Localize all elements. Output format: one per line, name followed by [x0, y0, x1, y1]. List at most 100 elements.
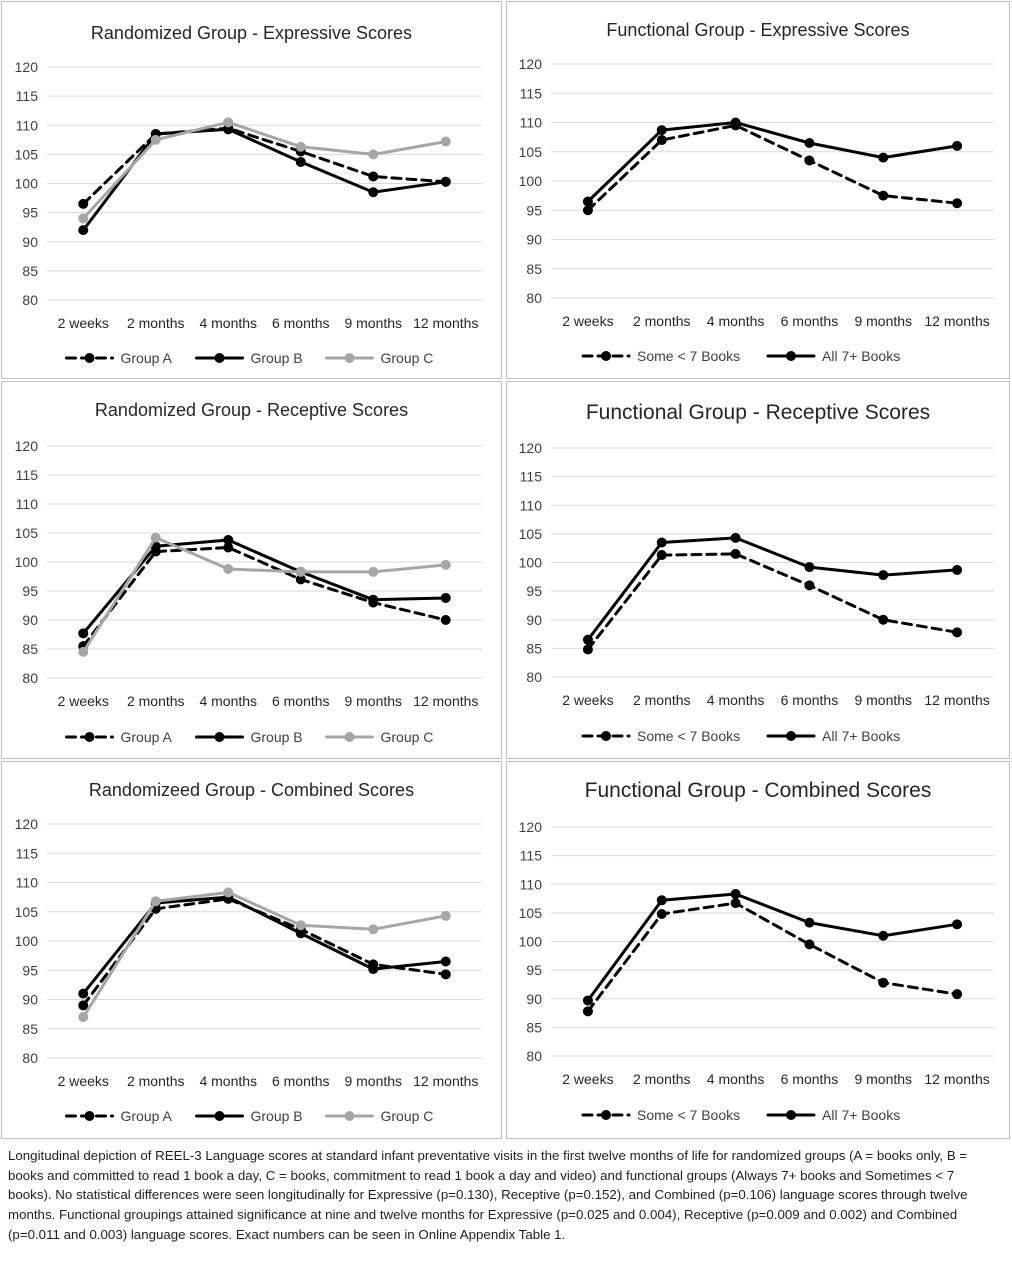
- y-tick-label: 105: [15, 146, 39, 162]
- legend-label: Group A: [121, 1108, 173, 1124]
- data-point-group-a: [440, 615, 451, 625]
- data-point-group-c: [223, 563, 234, 574]
- legend: Some < 7 Books All 7+ Books: [581, 348, 900, 364]
- y-tick-label: 105: [519, 144, 543, 160]
- y-tick-label: 100: [15, 176, 39, 192]
- data-point-some-7-books: [878, 614, 889, 625]
- x-tick-label: 4 months: [199, 1073, 257, 1089]
- y-tick-label: 90: [526, 232, 542, 248]
- y-tick-label: 85: [526, 261, 542, 277]
- x-tick-label: 9 months: [854, 313, 912, 329]
- y-tick-label: 80: [22, 292, 38, 308]
- x-tick-label: 6 months: [781, 692, 839, 708]
- y-tick-label: 80: [526, 669, 542, 685]
- data-point-group-a: [295, 574, 306, 585]
- y-tick-label: 85: [22, 641, 38, 657]
- legend-marker-all-7-books: [786, 1110, 796, 1120]
- legend-label: Group B: [251, 350, 303, 366]
- data-point-some-7-books: [804, 155, 815, 166]
- y-tick-label: 120: [15, 438, 39, 454]
- data-point-some-7-books: [730, 548, 741, 559]
- legend-label: All 7+ Books: [822, 728, 900, 744]
- y-tick-label: 100: [15, 554, 39, 570]
- y-tick-label: 100: [15, 933, 39, 949]
- y-tick-label: 95: [526, 583, 542, 599]
- legend: Group A Group B Group C: [65, 1108, 434, 1124]
- x-tick-label: 2 weeks: [58, 1073, 109, 1089]
- chart-svg: Randomizeed Group - Combined Scores 80 85 9…: [15, 780, 482, 1124]
- data-point-all-7-books: [804, 137, 815, 148]
- x-tick-label: 12 months: [413, 1073, 478, 1089]
- chart-functional-expressive: Functional Group - Expressive Scores 80 85…: [506, 1, 1010, 379]
- legend-marker-group-c: [344, 353, 355, 363]
- x-tick-label: 2 months: [633, 313, 691, 329]
- legend-label: Group B: [251, 729, 303, 745]
- legend-label: Some < 7 Books: [637, 1107, 740, 1123]
- chart-title: Randomized Group - Expressive Scores: [91, 23, 412, 43]
- y-tick-label: 85: [526, 640, 542, 656]
- data-point-all-7-books: [878, 152, 889, 163]
- x-tick-label: 4 months: [707, 692, 765, 708]
- data-point-all-7-books: [952, 140, 963, 151]
- data-point-some-7-books: [730, 898, 741, 909]
- data-point-group-b: [295, 928, 306, 939]
- legend-marker-all-7-books: [786, 731, 796, 741]
- legend-label: Group C: [381, 1108, 434, 1124]
- x-tick-label: 6 months: [781, 313, 839, 329]
- data-point-some-7-books: [582, 644, 593, 655]
- x-tick-label: 2 weeks: [562, 313, 613, 329]
- series-line-group-b: [81, 538, 448, 635]
- data-point-all-7-books: [582, 995, 593, 1006]
- series-line-some-7-books: [586, 552, 959, 651]
- data-point-group-c: [295, 920, 306, 931]
- legend-marker-group-c: [344, 732, 355, 742]
- series-line-group-c: [81, 120, 448, 220]
- chart-functional-receptive: Functional Group - Receptive Scores 80 85 9…: [506, 381, 1010, 759]
- chart-randomized-receptive: Randomized Group - Receptive Scores 80 85 9…: [1, 381, 502, 759]
- data-point-group-a: [440, 969, 451, 980]
- x-tick-label: 12 months: [413, 315, 478, 331]
- x-tick-label: 2 months: [127, 1073, 185, 1089]
- series-line-group-a: [81, 126, 448, 206]
- data-point-all-7-books: [952, 919, 963, 930]
- data-point-some-7-books: [656, 550, 667, 561]
- data-point-all-7-books: [804, 562, 815, 573]
- data-point-group-b: [78, 988, 89, 999]
- y-tick-label: 85: [22, 1021, 38, 1037]
- x-tick-label: 2 weeks: [562, 692, 613, 708]
- y-tick-label: 120: [15, 59, 39, 75]
- x-tick-label: 6 months: [272, 693, 330, 709]
- chart-title: Randomized Group - Receptive Scores: [95, 400, 408, 420]
- data-point-all-7-books: [952, 564, 963, 575]
- y-tick-label: 115: [520, 848, 543, 864]
- data-point-some-7-books: [656, 135, 667, 146]
- data-point-some-7-books: [952, 627, 963, 638]
- chart-title: Randomizeed Group - Combined Scores: [89, 780, 414, 800]
- legend-label: Group A: [121, 350, 173, 366]
- x-tick-label: 4 months: [199, 315, 257, 331]
- data-point-group-c: [440, 136, 451, 147]
- y-tick-label: 90: [526, 991, 542, 1007]
- data-point-some-7-books: [878, 190, 889, 201]
- legend-marker-group-a: [84, 732, 95, 742]
- y-tick-label: 120: [15, 816, 39, 832]
- chart-svg: Functional Group - Combined Scores 80 85 90…: [519, 779, 994, 1123]
- y-tick-label: 80: [526, 1048, 542, 1064]
- data-point-group-c: [150, 134, 161, 145]
- legend-label: Group A: [121, 729, 173, 745]
- y-tick-label: 115: [520, 85, 543, 101]
- series-line-some-7-books: [586, 123, 959, 212]
- x-tick-label: 6 months: [781, 1071, 839, 1087]
- data-point-group-b: [368, 964, 379, 975]
- data-point-group-c: [440, 559, 451, 570]
- data-point-group-c: [295, 566, 306, 577]
- series-line-some-7-books: [586, 901, 959, 1013]
- data-point-some-7-books: [804, 580, 815, 591]
- legend-label: All 7+ Books: [822, 348, 900, 364]
- data-point-all-7-books: [730, 888, 741, 899]
- y-tick-label: 95: [22, 583, 38, 599]
- data-point-group-c: [78, 1012, 89, 1023]
- data-point-group-b: [223, 124, 234, 135]
- x-tick-label: 9 months: [854, 692, 912, 708]
- y-tick-label: 100: [519, 555, 543, 571]
